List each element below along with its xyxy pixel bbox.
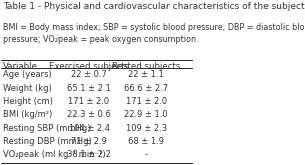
Text: Resting DBP (mmHg): Resting DBP (mmHg): [3, 137, 92, 146]
Text: 22 ± 0.7: 22 ± 0.7: [71, 70, 107, 79]
Text: Height (cm): Height (cm): [3, 97, 53, 106]
Text: 22 ± 1.1: 22 ± 1.1: [128, 70, 164, 79]
Text: Age (years): Age (years): [3, 70, 52, 79]
Text: 171 ± 2.0: 171 ± 2.0: [126, 97, 167, 106]
Text: VO₂peak (ml kg⁻¹ min⁻¹): VO₂peak (ml kg⁻¹ min⁻¹): [3, 150, 106, 159]
Text: BMI (kg/m²): BMI (kg/m²): [3, 110, 52, 119]
Text: 109 ± 2.3: 109 ± 2.3: [126, 124, 167, 132]
Text: BMI = Body mass index; SBP = systolic blood pressure; DBP = diastolic blood
pres: BMI = Body mass index; SBP = systolic bl…: [3, 23, 305, 44]
Text: Rested subjects: Rested subjects: [112, 62, 180, 71]
Text: 171 ± 2.0: 171 ± 2.0: [68, 97, 109, 106]
Text: 104 ± 2.4: 104 ± 2.4: [69, 124, 109, 132]
Text: 22.9 ± 1.0: 22.9 ± 1.0: [124, 110, 168, 119]
Text: Weight (kg): Weight (kg): [3, 84, 52, 93]
Text: Exercised subjects: Exercised subjects: [49, 62, 129, 71]
Text: 65.1 ± 2.1: 65.1 ± 2.1: [67, 84, 111, 93]
Text: -: -: [145, 150, 148, 159]
Text: 66.6 ± 2.7: 66.6 ± 2.7: [124, 84, 168, 93]
Text: Resting SBP (mmHg): Resting SBP (mmHg): [3, 124, 91, 132]
Text: 68 ± 1.9: 68 ± 1.9: [128, 137, 164, 146]
Text: Table 1 - Physical and cardiovascular characteristics of the subjects studied.: Table 1 - Physical and cardiovascular ch…: [3, 2, 305, 11]
Text: Variable: Variable: [3, 62, 38, 71]
Text: 22.3 ± 0.6: 22.3 ± 0.6: [67, 110, 111, 119]
Text: 38.1 ± 2.2: 38.1 ± 2.2: [67, 150, 111, 159]
Text: 71 ± 2.9: 71 ± 2.9: [71, 137, 107, 146]
